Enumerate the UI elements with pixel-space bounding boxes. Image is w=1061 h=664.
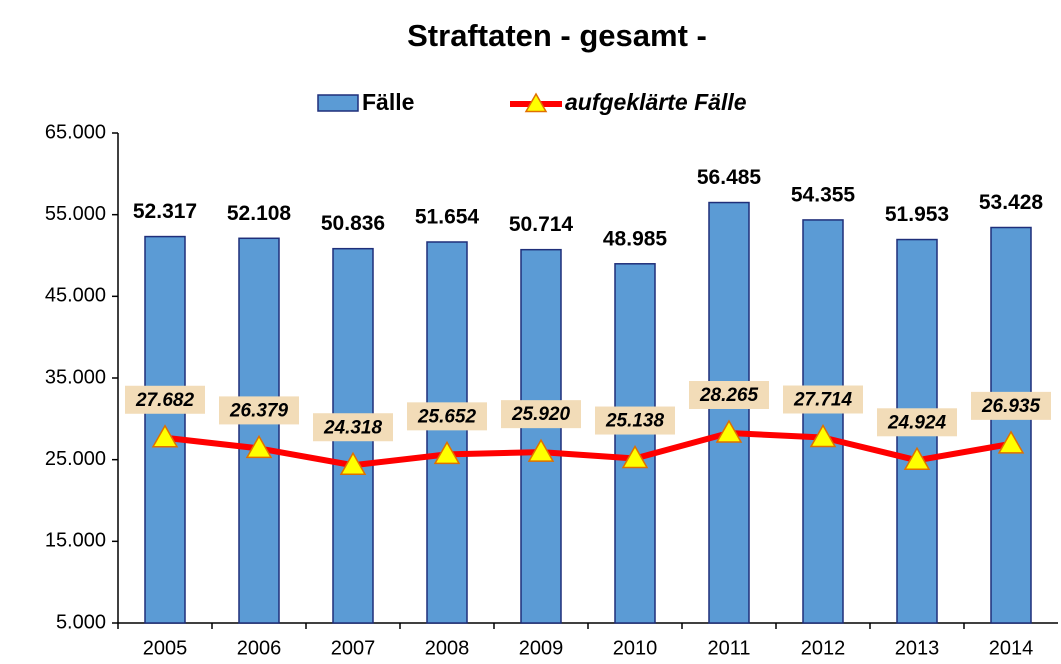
bar-value-label: 56.485 xyxy=(697,166,762,189)
value-label-box xyxy=(595,406,675,435)
bar xyxy=(708,201,750,624)
y-tick-label: 45.000 xyxy=(45,285,106,307)
x-tick-label: 2007 xyxy=(331,637,376,659)
x-tick-label: 2008 xyxy=(425,637,470,659)
bar-value-label: 50.836 xyxy=(321,212,385,235)
value-label-box xyxy=(501,400,581,429)
line-value-label: 25.920 xyxy=(511,404,571,425)
line-value-label: 25.652 xyxy=(417,406,477,427)
y-tick-label: 65.000 xyxy=(45,121,106,143)
line-marker xyxy=(997,430,1025,454)
line-value-label: 24.924 xyxy=(887,412,947,433)
line-marker xyxy=(809,423,837,448)
line-value-label: 25.138 xyxy=(605,411,665,432)
value-label-box xyxy=(783,385,863,414)
x-tick-label: 2011 xyxy=(707,637,750,659)
value-label-box xyxy=(971,391,1051,420)
value-label-box xyxy=(313,413,393,442)
line-marker xyxy=(245,434,273,459)
line-value-label: 27.714 xyxy=(793,390,853,411)
x-tick-label: 2014 xyxy=(989,637,1034,659)
value-label-box xyxy=(877,408,957,437)
line-marker xyxy=(151,424,179,448)
y-tick-label: 15.000 xyxy=(45,530,106,552)
line-marker xyxy=(621,445,649,469)
x-tick-label: 2010 xyxy=(613,637,658,659)
value-label-box xyxy=(219,396,299,425)
bar-value-label: 51.953 xyxy=(885,203,949,226)
bar-value-label: 50.714 xyxy=(509,213,574,236)
line-marker xyxy=(527,438,555,462)
bar xyxy=(238,237,280,624)
y-tick-label: 35.000 xyxy=(45,366,106,388)
legend-swatch xyxy=(317,94,359,112)
line-value-label: 28.265 xyxy=(699,385,759,406)
bar xyxy=(426,241,468,624)
bar xyxy=(990,226,1032,624)
bar xyxy=(520,248,562,624)
bar-value-label: 51.654 xyxy=(415,206,480,229)
y-tick-label: 55.000 xyxy=(45,203,106,225)
bar-value-label: 52.317 xyxy=(133,200,197,223)
bar xyxy=(614,263,656,624)
bar-value-label: 54.355 xyxy=(791,183,856,206)
bar-value-label: 53.428 xyxy=(979,191,1044,214)
y-tick-label: 5.000 xyxy=(56,611,106,633)
value-label-box xyxy=(125,385,205,414)
line xyxy=(164,430,1012,469)
legend-label: aufgeklärte Fälle xyxy=(565,89,747,115)
line-value-label: 27.682 xyxy=(135,390,195,411)
value-label-box xyxy=(407,402,487,431)
line-marker xyxy=(433,440,461,465)
line-value-label: 24.318 xyxy=(323,417,383,438)
bar-value-label: 48.985 xyxy=(603,227,668,250)
x-tick-label: 2012 xyxy=(801,637,846,659)
chart-title: Straftaten - gesamt - xyxy=(407,18,707,53)
line-marker xyxy=(903,446,931,471)
x-tick-label: 2009 xyxy=(519,637,564,659)
x-tick-label: 2013 xyxy=(895,637,940,659)
value-label-box xyxy=(689,381,769,410)
x-tick-label: 2006 xyxy=(237,637,282,659)
x-tick-label: 2005 xyxy=(143,637,188,659)
line-value-label: 26.379 xyxy=(229,400,289,421)
bar-value-label: 52.108 xyxy=(227,202,292,225)
line-marker xyxy=(715,419,743,443)
line-marker xyxy=(339,451,367,475)
legend-label: Fälle xyxy=(362,89,414,115)
legend-marker xyxy=(524,92,548,113)
line-value-label: 26.935 xyxy=(981,396,1041,417)
bar xyxy=(802,219,844,624)
y-tick-label: 25.000 xyxy=(45,448,106,470)
